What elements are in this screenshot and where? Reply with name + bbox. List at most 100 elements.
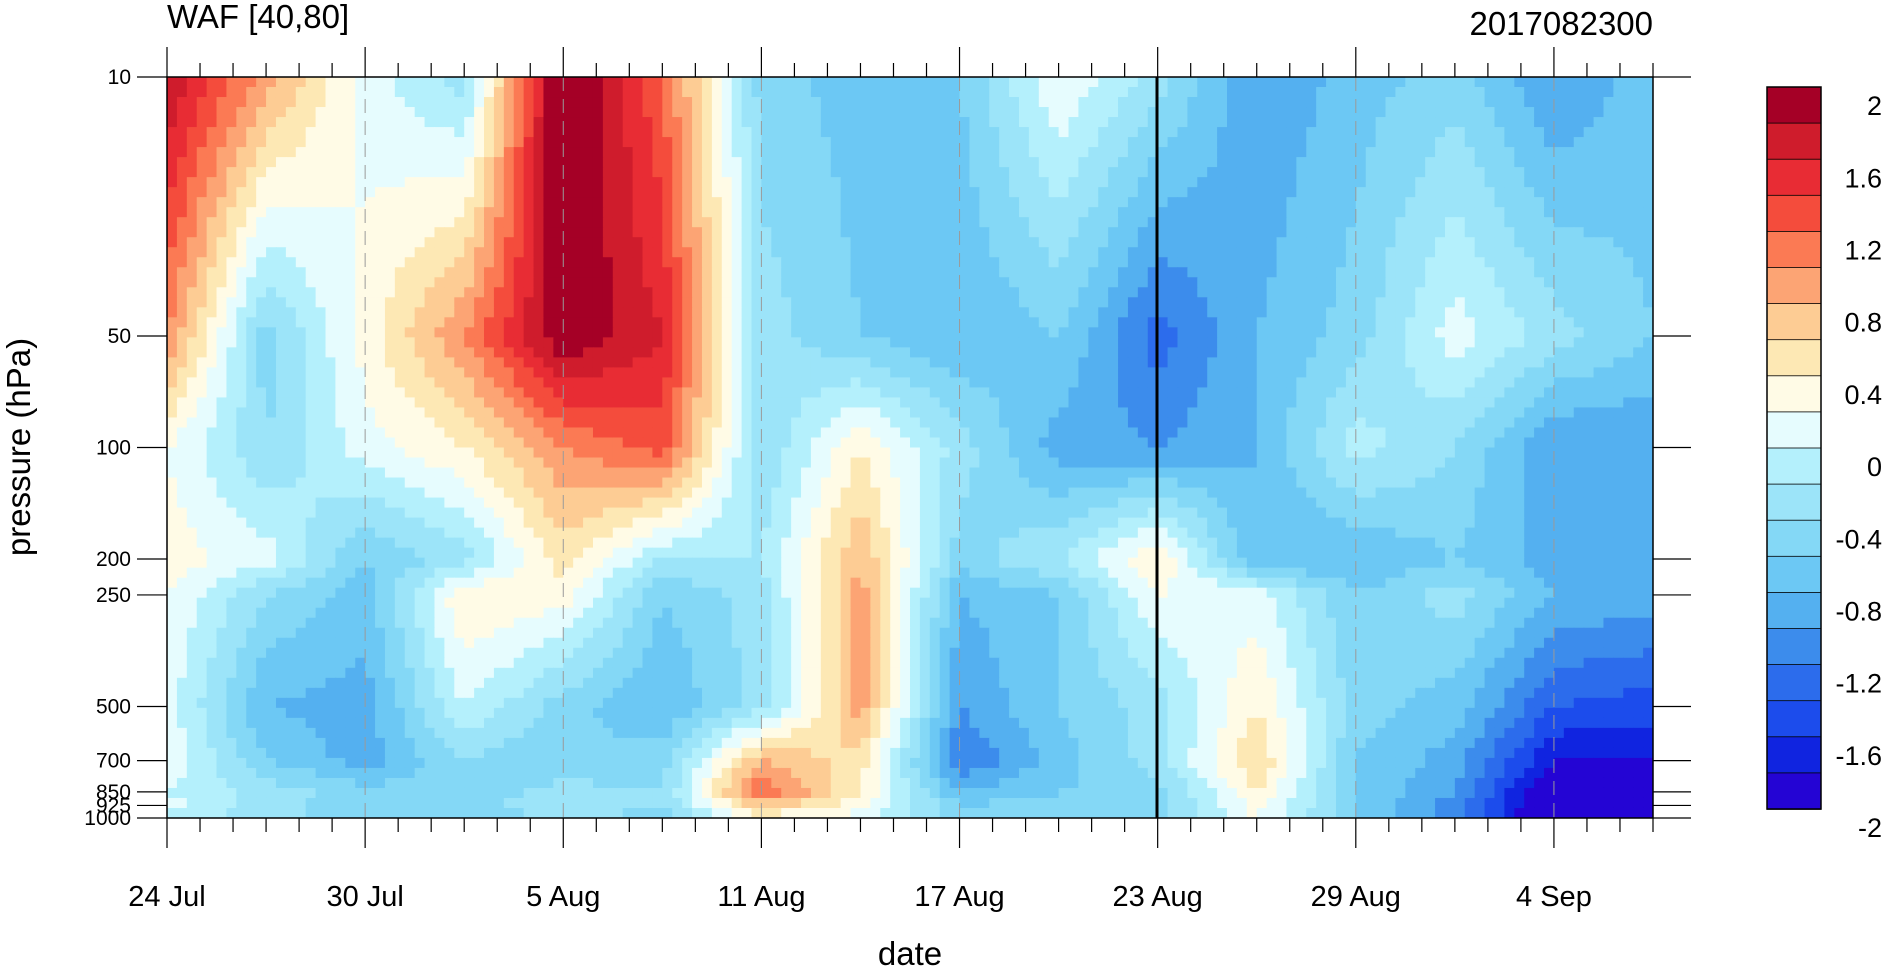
heatmap-cell (1504, 337, 1515, 348)
heatmap-cell (939, 257, 951, 268)
heatmap-cell (662, 137, 673, 148)
heatmap-cell (414, 277, 426, 288)
heatmap-cell (543, 207, 554, 218)
heatmap-cell (1563, 127, 1575, 138)
heatmap-cell (791, 127, 802, 138)
heatmap-cell (1583, 387, 1595, 399)
heatmap-cell (573, 317, 584, 328)
heatmap-cell (226, 397, 237, 409)
heatmap-cell (741, 317, 753, 328)
heatmap-cell (860, 357, 871, 368)
heatmap-cell (1246, 227, 1258, 238)
heatmap-cell (1534, 167, 1545, 178)
heatmap-cell (1177, 107, 1188, 118)
heatmap-cell (1474, 157, 1486, 168)
heatmap-cell (939, 227, 951, 238)
heatmap-cell (484, 217, 495, 228)
heatmap-cell (721, 337, 733, 348)
heatmap-cell (1435, 247, 1446, 258)
heatmap-cell (1474, 107, 1486, 118)
heatmap-cell (771, 157, 782, 168)
heatmap-cell (1355, 197, 1367, 208)
heatmap-cell (464, 297, 475, 308)
heatmap-cell (1236, 137, 1248, 148)
heatmap-cell (761, 117, 772, 128)
heatmap-cell (1385, 327, 1397, 338)
heatmap-cell (285, 107, 297, 118)
heatmap-cell (612, 177, 624, 188)
heatmap-cell (682, 257, 693, 268)
heatmap-cell (1613, 347, 1624, 358)
heatmap-cell (434, 287, 445, 298)
heatmap-cell (226, 157, 237, 168)
heatmap-cell (1167, 317, 1179, 328)
heatmap-cell (1613, 137, 1624, 148)
heatmap-cell (1553, 157, 1565, 168)
heatmap-cell (1207, 227, 1218, 238)
heatmap-cell (890, 297, 901, 308)
heatmap-cell (1514, 87, 1525, 98)
heatmap-cell (850, 297, 862, 308)
heatmap-cell (424, 197, 436, 208)
heatmap-cell (216, 287, 228, 298)
heatmap-cell (474, 247, 485, 258)
heatmap-cell (999, 227, 1010, 238)
heatmap-cell (1474, 317, 1486, 328)
heatmap-cell (266, 207, 277, 218)
heatmap-cell (682, 97, 693, 108)
heatmap-cell (513, 227, 525, 238)
heatmap-cell (1553, 207, 1565, 218)
heatmap-cell (503, 307, 515, 318)
heatmap-cell (513, 197, 525, 208)
heatmap-cell (642, 167, 654, 178)
heatmap-cell (474, 377, 485, 389)
heatmap-cell (523, 187, 535, 198)
heatmap-cell (1454, 187, 1466, 198)
heatmap-cell (1326, 117, 1337, 128)
heatmap-cell (1623, 77, 1634, 88)
heatmap-cell (543, 197, 554, 208)
heatmap-cell (375, 337, 386, 348)
heatmap-cell (890, 147, 901, 158)
heatmap-cell (1078, 357, 1089, 368)
heatmap-cell (592, 297, 604, 308)
heatmap-cell (236, 77, 247, 88)
heatmap-cell (1573, 237, 1585, 248)
heatmap-cell (1197, 197, 1208, 208)
heatmap-cell (1068, 97, 1080, 108)
heatmap-cell (1326, 287, 1337, 298)
heatmap-cell (1018, 387, 1030, 399)
heatmap-cell (1504, 207, 1515, 218)
heatmap-cell (652, 317, 663, 328)
heatmap-cell (1454, 207, 1466, 218)
heatmap-cell (285, 177, 297, 188)
heatmap-cell (592, 337, 604, 348)
heatmap-cell (335, 297, 346, 308)
heatmap-cell (692, 107, 703, 118)
heatmap-cell (325, 87, 337, 98)
heatmap-cell (1534, 127, 1545, 138)
heatmap-cell (216, 117, 228, 128)
heatmap-cell (583, 187, 594, 198)
heatmap-cell (1514, 247, 1525, 258)
heatmap-cell (969, 107, 980, 118)
heatmap-cell (1048, 217, 1060, 228)
heatmap-cell (216, 397, 228, 409)
heatmap-cell (1633, 257, 1644, 268)
heatmap-cell (1227, 267, 1238, 278)
heatmap-cell (384, 227, 396, 238)
heatmap-cell (1088, 217, 1099, 228)
heatmap-cell (563, 257, 574, 268)
heatmap-cell (711, 317, 723, 328)
heatmap-cell (602, 327, 614, 338)
heatmap-cell (801, 387, 812, 399)
heatmap-cell (949, 137, 961, 148)
heatmap-cell (830, 267, 842, 278)
heatmap-cell (375, 407, 386, 419)
heatmap-cell (979, 127, 990, 138)
heatmap-cell (226, 287, 237, 298)
heatmap-cell (1236, 157, 1248, 168)
heatmap-cell (394, 97, 406, 108)
heatmap-cell (246, 377, 257, 389)
heatmap-cell (1385, 167, 1397, 178)
